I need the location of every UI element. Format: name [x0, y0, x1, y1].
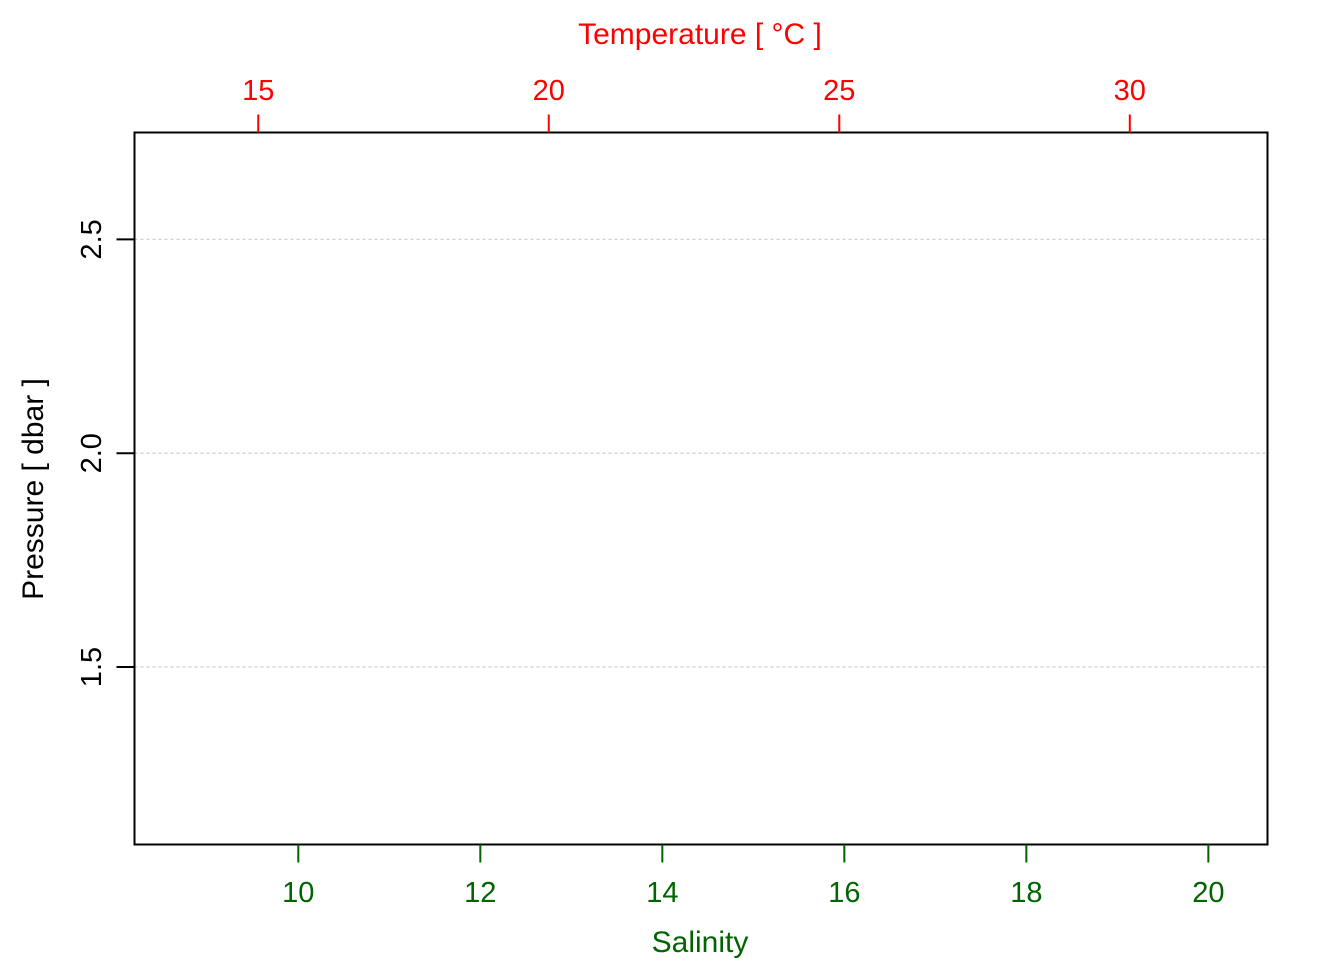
temperature-tick-label: 20: [533, 75, 565, 107]
salinity-axis-title: Salinity: [652, 926, 749, 959]
salinity-tick-label: 10: [282, 877, 314, 909]
temperature-axis-title: Temperature [ °C ]: [578, 18, 822, 51]
salinity-tick-label: 18: [1010, 877, 1042, 909]
gridlines: [134, 238, 1268, 668]
temperature-tick-label: 25: [823, 75, 855, 107]
temperature-tick-label: 15: [242, 75, 274, 107]
temperature-axis: 15 20 25 30: [242, 75, 1146, 133]
salinity-tick-label: 16: [828, 877, 860, 909]
temperature-tick-label: 30: [1114, 75, 1146, 107]
pressure-tick-label: 2.0: [76, 433, 108, 473]
pressure-tick-label: 1.5: [76, 647, 108, 687]
salinity-tick-label: 12: [464, 877, 496, 909]
salinity-tick-label: 20: [1192, 877, 1224, 909]
salinity-axis: 10 12 14 16 18 20: [282, 844, 1224, 909]
pressure-axis: 1.5 2.0 2.5: [76, 219, 135, 687]
salinity-tick-label: 14: [646, 877, 678, 909]
plot-frame: [133, 131, 1269, 846]
pressure-axis-title: Pressure [ dbar ]: [17, 378, 50, 600]
pressure-tick-label: 2.5: [76, 219, 108, 259]
